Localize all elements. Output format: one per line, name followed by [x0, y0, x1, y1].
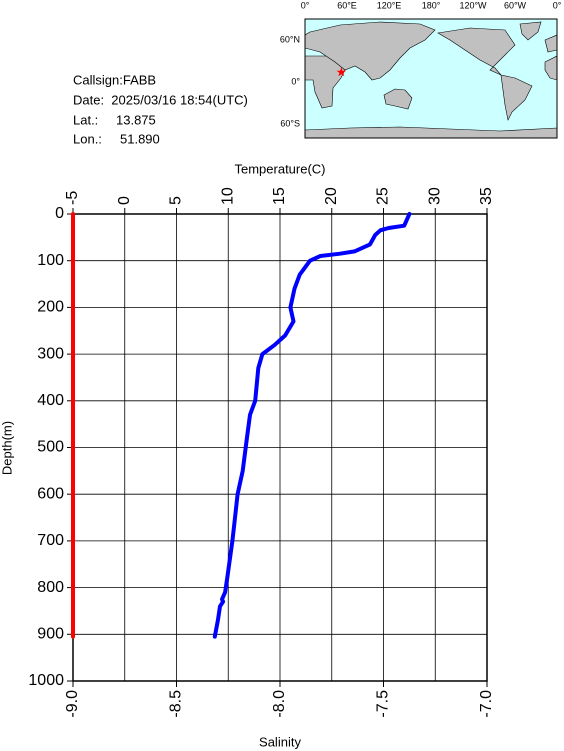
land [383, 88, 413, 110]
land [544, 34, 557, 53]
land [305, 126, 557, 138]
map-frame [304, 18, 558, 139]
map-lon-label: 120°W [459, 0, 487, 10]
map-lon-label: 0° [301, 0, 310, 10]
x-tick-label: 15 [271, 187, 288, 205]
map-lat-label: 0° [291, 76, 300, 86]
x-axis-title: Temperature(C) [234, 161, 325, 176]
position-star [336, 67, 347, 77]
x2-tick-label: -7.0 [478, 690, 495, 718]
callsign: Callsign:FABB [73, 72, 156, 87]
x2-tick-label: -8.0 [271, 690, 288, 718]
y-tick-label: 400 [37, 392, 64, 409]
y-tick-label: 300 [37, 345, 64, 362]
x2-tick-label: -7.5 [375, 690, 392, 718]
y-axis-title: Depth(m) [0, 421, 14, 475]
temperature-line [212, 212, 412, 639]
map-lon-label: 60°E [337, 0, 357, 10]
lat-label: Lat.: [73, 112, 98, 127]
land [305, 21, 436, 81]
x2-tick-label: -8.5 [168, 690, 185, 718]
map-lon-label: 60°W [504, 0, 527, 10]
land [437, 27, 516, 76]
x-tick-label: 25 [375, 187, 392, 205]
y-tick-label: 800 [37, 579, 64, 596]
y-tick-label: 600 [37, 485, 64, 502]
lat-value: 13.875 [116, 112, 156, 127]
map-lat-label: 60°N [280, 34, 300, 44]
map-lon-label: 120°E [377, 0, 402, 10]
x-tick-label: 35 [478, 187, 495, 205]
x-tick-label: 10 [219, 187, 236, 205]
x-tick-label: 5 [168, 196, 185, 205]
y-tick-label: 1000 [28, 672, 64, 689]
x-tick-label: -5 [64, 191, 81, 205]
y-tick-label: 900 [37, 626, 64, 643]
map-lon-label: 0° [553, 0, 562, 10]
lon-label: Lon.: [73, 131, 102, 146]
map-lon-label: 180° [422, 0, 441, 10]
x2-tick-label: -9.0 [64, 690, 81, 718]
world-map: 0° 60°E 120°E 180° 120°W 60°W 0° 60°N 0° 60°S [280, 0, 562, 139]
land [519, 21, 542, 41]
land [500, 74, 533, 121]
x-tick-label: 20 [323, 187, 340, 205]
map-lat-label: 60°S [280, 118, 300, 128]
y-tick-label: 700 [37, 532, 64, 549]
x-tick-label: 30 [426, 187, 443, 205]
y-tick-label: 200 [37, 299, 64, 316]
y-tick-label: 100 [37, 252, 64, 269]
y-tick-label: 500 [37, 439, 64, 456]
land [544, 55, 557, 81]
lon-value: 51.890 [120, 131, 160, 146]
x2-axis-title: Salinity [259, 734, 301, 749]
y-tick-label: 0 [55, 205, 64, 222]
date: Date: 2025/03/16 18:54(UTC) [73, 92, 248, 107]
x-tick-label: 0 [116, 196, 133, 205]
